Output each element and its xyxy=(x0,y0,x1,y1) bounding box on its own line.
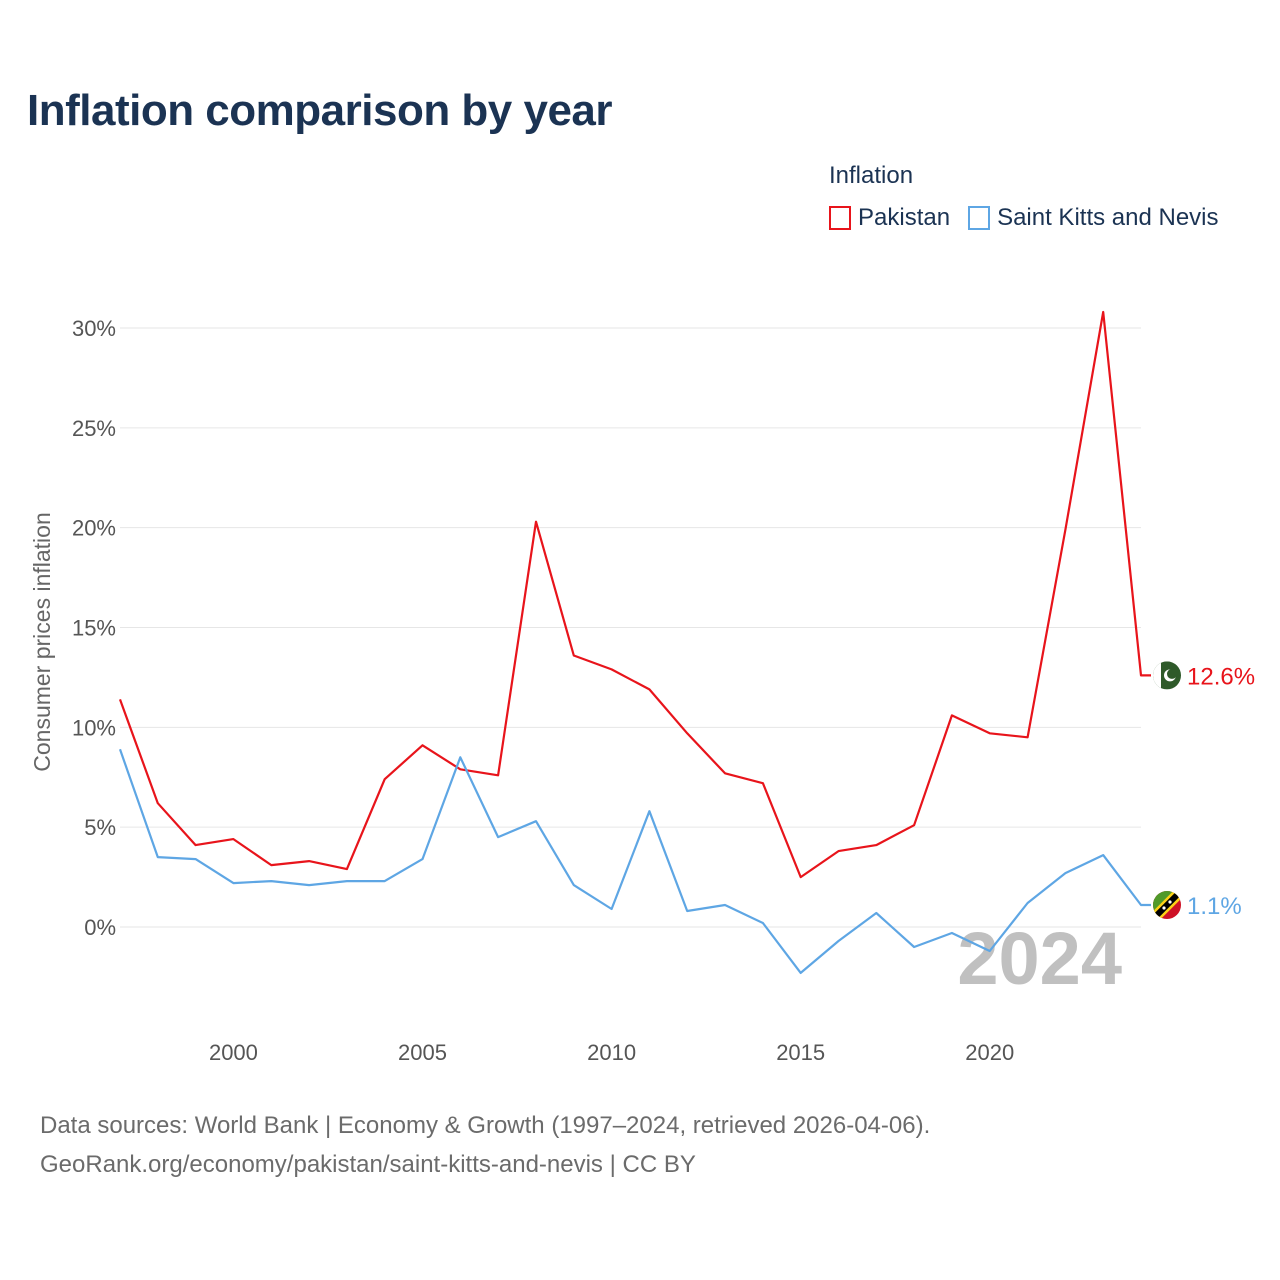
data-point-pakistan-2010 xyxy=(609,666,615,672)
data-point-saint-kitts-and-nevis-2009 xyxy=(571,882,577,888)
x-tick-label: 2005 xyxy=(398,1040,447,1065)
data-point-saint-kitts-and-nevis-2016 xyxy=(835,938,841,944)
data-point-saint-kitts-and-nevis-2013 xyxy=(722,902,728,908)
data-point-pakistan-2007 xyxy=(495,772,501,778)
legend-item-pakistan[interactable]: Pakistan xyxy=(829,204,950,232)
data-point-pakistan-2019 xyxy=(949,712,955,718)
data-point-saint-kitts-and-nevis-2007 xyxy=(495,834,501,840)
data-point-pakistan-2024 xyxy=(1138,672,1144,678)
data-point-pakistan-2021 xyxy=(1025,734,1031,740)
data-point-saint-kitts-and-nevis-2021 xyxy=(1025,900,1031,906)
y-axis-title: Consumer prices inflation xyxy=(29,512,55,772)
data-point-saint-kitts-and-nevis-2017 xyxy=(873,910,879,916)
x-tick-label: 2020 xyxy=(965,1040,1014,1065)
data-point-pakistan-2008 xyxy=(533,519,539,525)
data-point-pakistan-1998 xyxy=(155,800,161,806)
data-point-saint-kitts-and-nevis-2002 xyxy=(306,882,312,888)
data-point-saint-kitts-and-nevis-2024 xyxy=(1138,902,1144,908)
y-tick-label: 15% xyxy=(72,616,116,641)
data-point-pakistan-2020 xyxy=(987,730,993,736)
legend-swatch-pakistan xyxy=(829,206,851,230)
data-point-saint-kitts-and-nevis-2023 xyxy=(1100,852,1106,858)
axes: Consumer prices inflation 0% 5% 10% 15% 20% 2… xyxy=(29,316,1014,1065)
data-point-pakistan-2009 xyxy=(571,652,577,658)
end-labels: 12.6% 1.1% xyxy=(1153,661,1255,920)
data-point-saint-kitts-and-nevis-2014 xyxy=(760,920,766,926)
legend-swatch-saint-kitts-and-nevis xyxy=(968,206,991,230)
data-point-pakistan-1999 xyxy=(193,842,199,848)
data-point-pakistan-2000 xyxy=(230,836,236,842)
data-point-saint-kitts-and-nevis-2015 xyxy=(798,970,804,976)
chart-title: Inflation comparison by year xyxy=(27,86,613,135)
data-point-saint-kitts-and-nevis-2011 xyxy=(646,808,652,814)
series-line-saint-kitts-and-nevis xyxy=(118,748,1151,974)
data-point-pakistan-2005 xyxy=(420,742,426,748)
gridlines xyxy=(120,327,1141,928)
data-point-saint-kitts-and-nevis-2010 xyxy=(609,906,615,912)
x-tick-label: 2015 xyxy=(776,1040,825,1065)
y-tick-label: 5% xyxy=(84,815,116,840)
series-lines xyxy=(117,309,1151,976)
data-point-saint-kitts-and-nevis-1997 xyxy=(117,746,123,752)
data-point-pakistan-2015 xyxy=(798,874,804,880)
x-tick-label: 2010 xyxy=(587,1040,636,1065)
data-point-pakistan-1997 xyxy=(117,696,123,702)
data-point-saint-kitts-and-nevis-2001 xyxy=(268,878,274,884)
data-point-pakistan-2017 xyxy=(873,842,879,848)
legend-label-pakistan: Pakistan xyxy=(858,204,951,231)
pakistan-flag-icon xyxy=(1153,661,1181,690)
data-point-pakistan-2014 xyxy=(760,780,766,786)
data-point-pakistan-2011 xyxy=(646,686,652,692)
data-point-saint-kitts-and-nevis-2018 xyxy=(911,944,917,950)
legend: Pakistan Saint Kitts and Nevis xyxy=(829,204,1219,232)
data-point-saint-kitts-and-nevis-2005 xyxy=(420,856,426,862)
legend-label-saint-kitts-and-nevis: Saint Kitts and Nevis xyxy=(997,204,1219,231)
end-value-label-saint-kitts-and-nevis: 1.1% xyxy=(1187,893,1242,920)
y-tick-label: 20% xyxy=(72,516,116,541)
data-point-saint-kitts-and-nevis-2004 xyxy=(382,878,388,884)
data-point-pakistan-2001 xyxy=(268,862,274,868)
x-tick-label: 2000 xyxy=(209,1040,258,1065)
data-point-saint-kitts-and-nevis-2000 xyxy=(230,880,236,886)
data-point-saint-kitts-and-nevis-1998 xyxy=(155,854,161,860)
data-point-saint-kitts-and-nevis-2006 xyxy=(457,754,463,760)
y-tick-label: 10% xyxy=(72,715,116,740)
legend-item-saint-kitts-and-nevis[interactable]: Saint Kitts and Nevis xyxy=(968,204,1219,232)
data-point-pakistan-2013 xyxy=(722,770,728,776)
data-point-saint-kitts-and-nevis-2012 xyxy=(684,908,690,914)
y-tick-label: 0% xyxy=(84,915,116,940)
legend-title: Inflation xyxy=(829,162,914,189)
data-point-pakistan-2004 xyxy=(382,776,388,782)
data-point-pakistan-2022 xyxy=(1062,527,1068,533)
series-line-pakistan xyxy=(118,310,1151,879)
data-point-saint-kitts-and-nevis-2020 xyxy=(987,948,993,954)
data-point-saint-kitts-and-nevis-2019 xyxy=(949,930,955,936)
end-value-label-pakistan: 12.6% xyxy=(1187,663,1255,690)
data-point-pakistan-2023 xyxy=(1100,309,1106,315)
data-point-pakistan-2016 xyxy=(835,848,841,854)
source-link[interactable]: GeoRank.org/economy/pakistan/saint-kitts… xyxy=(40,1151,696,1178)
data-source-note: Data sources: World Bank | Economy & Gro… xyxy=(40,1112,931,1139)
saint-kitts-flag-icon xyxy=(1153,891,1181,920)
data-point-pakistan-2002 xyxy=(306,858,312,864)
y-tick-label: 30% xyxy=(72,316,116,341)
y-tick-label: 25% xyxy=(72,416,116,441)
data-point-saint-kitts-and-nevis-2008 xyxy=(533,818,539,824)
data-point-saint-kitts-and-nevis-2022 xyxy=(1062,870,1068,876)
year-watermark: 2024 xyxy=(957,917,1122,1000)
data-point-pakistan-2006 xyxy=(457,766,463,772)
data-point-pakistan-2018 xyxy=(911,822,917,828)
data-point-saint-kitts-and-nevis-1999 xyxy=(193,856,199,862)
data-point-pakistan-2012 xyxy=(684,730,690,736)
data-point-saint-kitts-and-nevis-2003 xyxy=(344,878,350,884)
footer: Data sources: World Bank | Economy & Gro… xyxy=(40,1106,930,1184)
data-point-pakistan-2003 xyxy=(344,866,350,872)
